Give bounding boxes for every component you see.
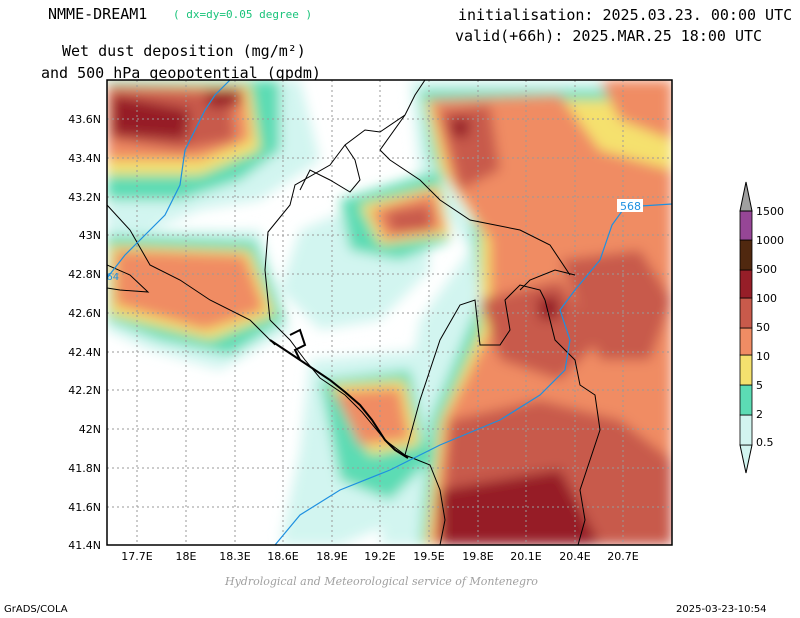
lat-label: 43N bbox=[79, 229, 101, 242]
color-bar: 0.5 2 5 10 50 100 500 1000 1500 bbox=[739, 181, 784, 474]
colorbar-box-7 bbox=[739, 210, 753, 241]
lat-label: 41.6N bbox=[68, 501, 101, 514]
initialisation-time: initialisation: 2025.03.23. 00:00 UTC bbox=[458, 6, 793, 24]
colorbar-box-5 bbox=[739, 269, 753, 299]
colorbar-label: 100 bbox=[756, 292, 777, 305]
colorbar-box-4 bbox=[739, 297, 753, 329]
lon-label: 20.1E bbox=[510, 550, 541, 563]
colorbar-label: 0.5 bbox=[756, 436, 774, 449]
model-resolution: ( dx=dy=0.05 degree ) bbox=[173, 8, 313, 21]
lat-label: 42.2N bbox=[68, 384, 101, 397]
colorbar-box-6 bbox=[739, 239, 753, 271]
variable-title-line1: Wet dust deposition (mg/m²) bbox=[62, 42, 306, 60]
map-frame bbox=[106, 79, 673, 546]
colorbar-box-2 bbox=[739, 354, 753, 386]
lat-label: 41.8N bbox=[68, 462, 101, 475]
colorbar-label: 10 bbox=[756, 350, 770, 363]
lon-label: 20.4E bbox=[559, 550, 590, 563]
lon-label: 19.2E bbox=[364, 550, 395, 563]
colorbar-label: 500 bbox=[756, 263, 777, 276]
credit-line: Hydrological and Meteorological service … bbox=[225, 575, 538, 588]
contour-568 bbox=[274, 203, 672, 545]
lon-label: 19.5E bbox=[413, 550, 444, 563]
valid-time: valid(+66h): 2025.MAR.25 18:00 UTC bbox=[455, 27, 763, 45]
colorbar-label: 5 bbox=[756, 379, 763, 392]
longitude-labels: 17.7E 18E 18.3E 18.6E 18.9E 19.2E 19.5E … bbox=[121, 550, 638, 563]
lon-label: 18.9E bbox=[316, 550, 347, 563]
lon-label: 18E bbox=[176, 550, 197, 563]
lon-label: 17.7E bbox=[121, 550, 152, 563]
colorbar-label: 2 bbox=[756, 408, 763, 421]
lat-label: 43.2N bbox=[68, 191, 101, 204]
lat-label: 42N bbox=[79, 423, 101, 436]
colorbar-bottom-arrow bbox=[739, 444, 753, 474]
variable-title-line2: and 500 hPa geopotential (gpdm) bbox=[41, 64, 321, 82]
latitude-labels: 43.6N 43.4N 43.2N 43N 42.8N 42.6N 42.4N … bbox=[68, 113, 101, 552]
lat-label: 42.4N bbox=[68, 346, 101, 359]
colorbar-label: 50 bbox=[756, 321, 770, 334]
colorbar-label: 1500 bbox=[756, 205, 784, 218]
model-title: NMME-DREAM1 bbox=[48, 5, 148, 23]
colorbar-label: 1000 bbox=[756, 234, 784, 247]
lat-label: 42.6N bbox=[68, 307, 101, 320]
timestamp-label: 2025-03-23-10:54 bbox=[676, 604, 767, 615]
lat-label: 41.4N bbox=[68, 539, 101, 552]
lon-label: 18.3E bbox=[219, 550, 250, 563]
coastline bbox=[269, 328, 409, 459]
lon-label: 19.8E bbox=[462, 550, 493, 563]
geopotential-contours bbox=[107, 80, 672, 545]
colorbar-top-arrow bbox=[739, 181, 753, 212]
contour-label-564: 564 bbox=[100, 272, 119, 283]
contour-labels: 568 564 bbox=[100, 199, 643, 283]
lon-label: 20.7E bbox=[607, 550, 638, 563]
software-label: GrADS/COLA bbox=[4, 604, 68, 615]
contour-564 bbox=[107, 80, 231, 279]
lat-label: 43.4N bbox=[68, 152, 101, 165]
colorbar-box-3 bbox=[739, 327, 753, 356]
colorbar-box-0 bbox=[739, 414, 753, 446]
lon-label: 18.6E bbox=[267, 550, 298, 563]
contour-label-568: 568 bbox=[620, 200, 641, 213]
lat-label: 42.8N bbox=[68, 268, 101, 281]
lat-lon-grid bbox=[107, 80, 672, 545]
colorbar-box-1 bbox=[739, 384, 753, 416]
lat-label: 43.6N bbox=[68, 113, 101, 126]
